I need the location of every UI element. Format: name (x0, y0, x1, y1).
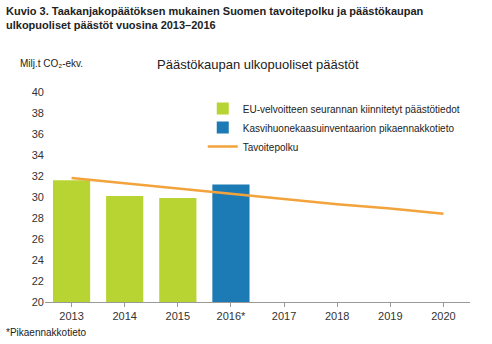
svg-text:2013: 2013 (59, 310, 83, 322)
svg-text:Kuvio 3. Taakanjakopäätöksen m: Kuvio 3. Taakanjakopäätöksen mukainen Su… (6, 5, 424, 31)
svg-text:2019: 2019 (378, 310, 402, 322)
svg-text:20: 20 (32, 296, 44, 308)
svg-text:2020: 2020 (431, 310, 455, 322)
svg-text:40: 40 (32, 86, 44, 98)
svg-text:2017: 2017 (272, 310, 296, 322)
svg-text:28: 28 (32, 212, 44, 224)
svg-text:38: 38 (32, 107, 44, 119)
svg-text:32: 32 (32, 170, 44, 182)
svg-text:22: 22 (32, 275, 44, 287)
svg-text:Milj.t CO₂-ekv.: Milj.t CO₂-ekv. (20, 58, 83, 69)
svg-text:2018: 2018 (325, 310, 349, 322)
svg-text:*Pikaennakkotieto: *Pikaennakkotieto (6, 327, 86, 338)
svg-text:EU-velvoitteen seurannan kiinn: EU-velvoitteen seurannan kiinnitetyt pää… (243, 104, 460, 115)
svg-text:Kasvihuonekaasuinventaarion pi: Kasvihuonekaasuinventaarion pikaennakkot… (243, 123, 455, 134)
svg-text:36: 36 (32, 128, 44, 140)
svg-text:2014: 2014 (112, 310, 136, 322)
svg-text:30: 30 (32, 191, 44, 203)
svg-text:24: 24 (32, 254, 44, 266)
svg-text:Tavoitepolku: Tavoitepolku (243, 142, 299, 153)
svg-text:Päästökaupan ulkopuoliset pääs: Päästökaupan ulkopuoliset päästöt (157, 57, 359, 72)
svg-text:34: 34 (32, 149, 44, 161)
svg-text:2016*: 2016* (217, 310, 246, 322)
svg-text:26: 26 (32, 233, 44, 245)
svg-text:2015: 2015 (166, 310, 190, 322)
